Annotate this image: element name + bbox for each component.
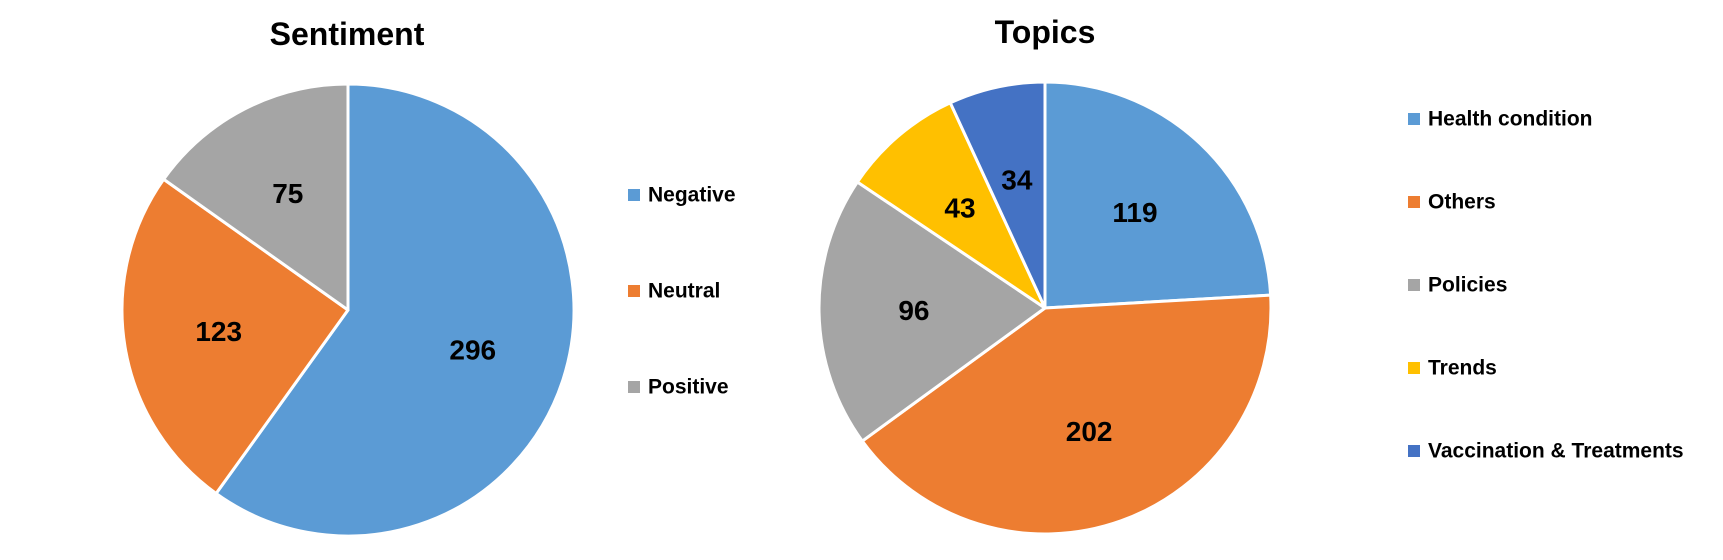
data-label-positive: 75 <box>272 178 303 209</box>
data-label-trends: 43 <box>944 193 975 224</box>
legend-swatch-health-condition <box>1408 113 1420 125</box>
legend-item-positive: Positive <box>628 376 729 399</box>
legend-label-positive: Positive <box>648 376 729 399</box>
legend-swatch-others <box>1408 196 1420 208</box>
data-label-policies: 96 <box>898 295 929 326</box>
legend-swatch-neutral <box>628 285 640 297</box>
data-label-health-condition: 119 <box>1112 197 1157 228</box>
pie-slice-health-condition <box>1043 80 1273 310</box>
pie-slice-vaccination-and-treatments <box>948 80 1047 310</box>
sentiment-chart-title: Sentiment <box>270 16 425 52</box>
legend-item-policies: Policies <box>1408 274 1507 297</box>
pie-slice-policies <box>817 180 1047 443</box>
data-label-negative: 296 <box>449 335 496 366</box>
legend-label-negative: Negative <box>648 184 736 207</box>
legend-item-neutral: Neutral <box>628 280 720 303</box>
legend-label-health-condition: Health condition <box>1428 108 1593 131</box>
legend-label-policies: Policies <box>1428 274 1507 297</box>
data-label-others: 202 <box>1066 416 1113 447</box>
pie-slice-negative <box>214 82 576 538</box>
legend-swatch-vaccination-and-treatments <box>1408 445 1420 457</box>
legend-item-vaccination-and-treatments: Vaccination & Treatments <box>1408 440 1684 463</box>
data-label-vaccination-and-treatments: 34 <box>1001 164 1033 195</box>
topics-chart-title: Topics <box>995 14 1096 50</box>
pie-slice-others <box>860 293 1273 536</box>
legend-swatch-positive <box>628 381 640 393</box>
topics-pie-chart: Topics 119 202 96 43 34 Health condition Othe… <box>817 14 1684 536</box>
legend-item-negative: Negative <box>628 184 736 207</box>
legend-item-others: Others <box>1408 191 1496 214</box>
legend-label-others: Others <box>1428 191 1496 214</box>
legend-label-vaccination-and-treatments: Vaccination & Treatments <box>1428 440 1684 463</box>
legend-label-trends: Trends <box>1428 357 1497 380</box>
legend-swatch-policies <box>1408 279 1420 291</box>
pie-slice-neutral <box>120 177 350 496</box>
data-label-neutral: 123 <box>195 316 242 347</box>
sentiment-pie-chart: Sentiment 296 123 75 Negative Neutral Positi… <box>120 16 736 538</box>
pie-slice-positive <box>162 82 350 312</box>
legend-label-neutral: Neutral <box>648 280 720 303</box>
legend-item-trends: Trends <box>1408 357 1497 380</box>
pie-slice-trends <box>855 101 1047 310</box>
legend-item-health-condition: Health condition <box>1408 108 1593 131</box>
legend-swatch-negative <box>628 189 640 201</box>
legend-swatch-trends <box>1408 362 1420 374</box>
